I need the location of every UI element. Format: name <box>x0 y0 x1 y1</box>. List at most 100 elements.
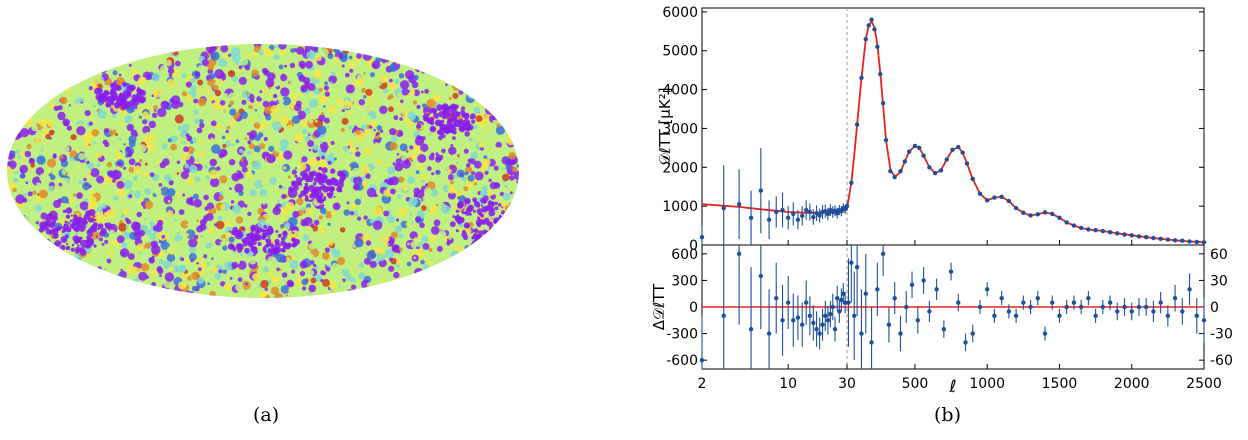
data-point-top <box>780 192 785 228</box>
residual-point-high-ell <box>1064 299 1069 315</box>
residual-point-high-ell <box>970 324 975 343</box>
data-point-top <box>938 168 944 173</box>
ylabel-bottom: Δ𝒟ℓTT <box>650 283 668 330</box>
data-point-top <box>1064 220 1069 225</box>
data-point-top <box>956 144 961 150</box>
residual-point-high-ell <box>854 245 860 316</box>
residual-point-low-ell <box>823 300 828 331</box>
data-point-top <box>898 168 903 174</box>
residual-point-low-ell <box>748 267 754 369</box>
data-point-top <box>1013 205 1019 211</box>
data-point-top <box>736 169 742 240</box>
xtick-label: 30 <box>838 376 856 392</box>
data-point-top <box>888 168 893 174</box>
data-point-top <box>1187 239 1192 244</box>
data-point-top <box>906 149 912 154</box>
residual-point-high-ell <box>869 307 874 369</box>
data-point-top <box>1050 211 1055 217</box>
top-plot-frame <box>701 7 1205 246</box>
ytick-label-top: 1000 <box>662 199 698 215</box>
data-point-top <box>892 174 897 180</box>
data-point-top <box>758 147 764 234</box>
data-point-top <box>932 170 938 176</box>
residual-point-high-ell <box>1201 298 1207 343</box>
residual-point-high-ell <box>1071 295 1077 310</box>
residual-point-high-ell <box>1180 298 1185 325</box>
residual-point-high-ell <box>886 307 892 343</box>
ytick-label-bottom-left: 0 <box>689 300 698 316</box>
ytick-label-top: 4000 <box>662 83 698 99</box>
data-point-top <box>883 137 889 143</box>
data-point-top <box>766 200 772 240</box>
data-point-top <box>872 27 877 32</box>
residual-point-high-ell <box>1086 291 1091 306</box>
residual-point-high-ell <box>1100 299 1106 315</box>
ytick-label-bottom-right: -60 <box>1210 353 1233 369</box>
data-point-top <box>950 147 955 153</box>
data-point-top <box>748 190 754 245</box>
xtick-label: 2000 <box>1114 376 1150 392</box>
residual-point-high-ell <box>927 300 932 323</box>
data-point-top <box>849 180 854 186</box>
residual-point-high-ell <box>941 320 947 338</box>
ytick-label-bottom-left: 300 <box>671 273 698 289</box>
caption-b: (b) <box>934 404 961 426</box>
data-point-top <box>977 191 983 196</box>
residual-point-high-ell <box>1115 302 1120 321</box>
data-point-top <box>902 159 908 164</box>
data-point-top <box>944 157 949 162</box>
residual-point-high-ell <box>875 262 880 316</box>
residual-point-high-ell <box>1129 302 1134 321</box>
ylabel-top: 𝒟ℓTT [μK²] <box>656 87 674 165</box>
data-point-top <box>1151 235 1156 241</box>
data-point-top <box>1078 225 1084 231</box>
data-point-top <box>1006 198 1012 204</box>
data-point-top <box>999 194 1004 200</box>
residual-point-high-ell <box>909 271 915 299</box>
data-point-top <box>1201 240 1207 245</box>
residual-point-high-ell <box>1143 298 1149 316</box>
residual-point-high-ell <box>1172 284 1178 312</box>
residual-point-low-ell <box>811 305 816 341</box>
residual-point-high-ell <box>863 253 868 334</box>
ytick-label-bottom-left: -600 <box>666 353 698 369</box>
residual-point-low-ell <box>800 302 805 347</box>
residual-point-low-ell <box>842 291 848 314</box>
data-point-top <box>875 44 880 50</box>
residual-point-high-ell <box>849 245 854 303</box>
residual-point-low-ell <box>791 293 796 347</box>
xtick-label: 2 <box>698 376 707 392</box>
residual-point-high-ell <box>1042 326 1048 341</box>
data-point-top <box>1129 233 1134 238</box>
data-point-top <box>1100 228 1106 234</box>
data-point-top <box>964 161 970 166</box>
sky-map-mollweide <box>7 44 519 298</box>
residual-point-low-ell <box>830 293 835 321</box>
xtick-label: 1000 <box>969 376 1005 392</box>
ytick-label-bottom-right: -30 <box>1210 327 1233 343</box>
residual-point-high-ell <box>956 293 961 312</box>
residual-point-low-ell <box>814 311 819 347</box>
residual-point-low-ell <box>736 245 742 325</box>
residual-point-high-ell <box>1021 295 1026 310</box>
residual-point-high-ell <box>1035 291 1040 306</box>
residual-point-high-ell <box>898 315 903 352</box>
ytick-label-bottom-right: 60 <box>1210 247 1228 263</box>
ytick-label-top: 6000 <box>662 5 698 21</box>
xtick-label: 10 <box>779 376 797 392</box>
ytick-label-bottom-right: 30 <box>1210 273 1228 289</box>
residual-point-high-ell <box>1194 298 1199 334</box>
residual-point-high-ell <box>1165 305 1171 327</box>
residual-point-high-ell <box>1136 298 1142 316</box>
residual-point-high-ell <box>992 308 997 323</box>
data-point-top <box>880 100 886 106</box>
data-point-top <box>1107 229 1113 235</box>
ytick-label-top: 2000 <box>662 160 698 176</box>
data-point-top <box>912 143 918 149</box>
data-point-top <box>970 176 975 182</box>
model-curve-top <box>701 19 1205 244</box>
residual-point-high-ell <box>1013 308 1019 323</box>
residual-point-low-ell <box>807 296 813 336</box>
data-point-top <box>844 201 850 211</box>
data-point-top <box>1122 232 1127 237</box>
